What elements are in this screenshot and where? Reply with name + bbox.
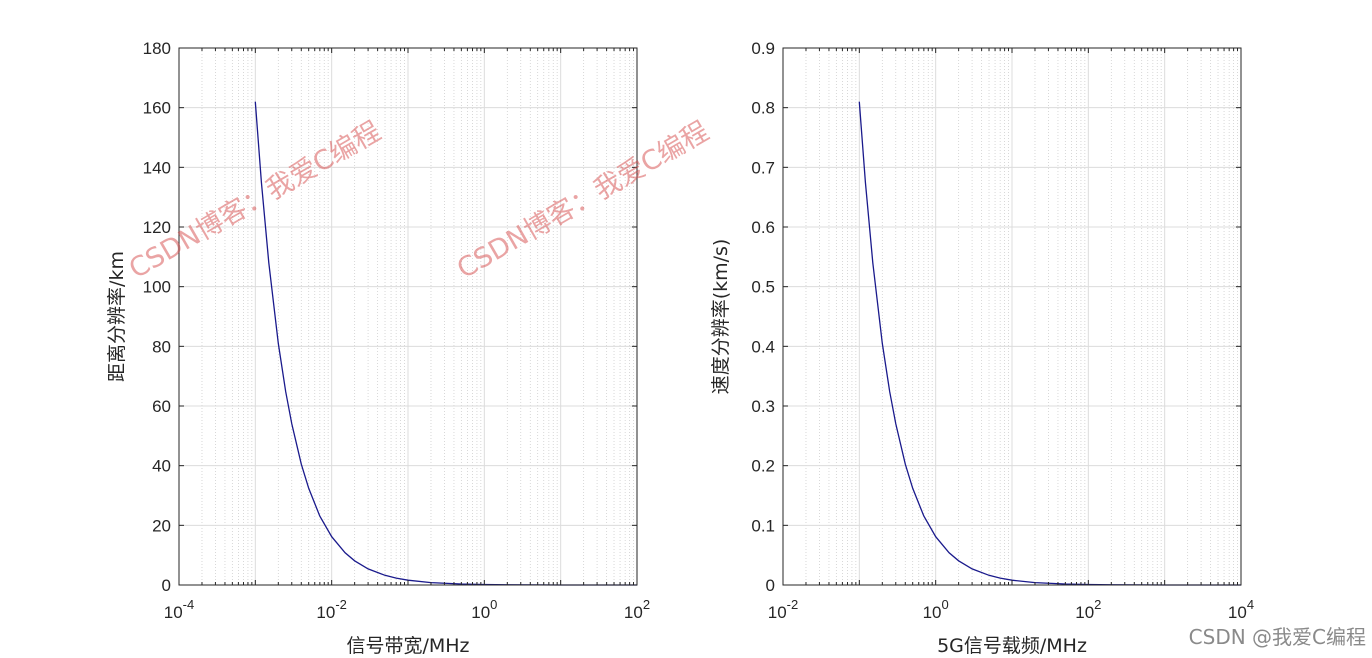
chart-1-y-tick-label: 0.1 <box>751 516 775 535</box>
chart-1-x-tick-label: 10-2 <box>768 597 798 622</box>
left-chart-range-resolution: 0 20 40 60 80 100 120 140 160 180 10-4 10-2 100 102 信号… <box>106 39 650 657</box>
chart-1-y-tick-label: 0.6 <box>751 218 775 237</box>
chart-0-y-tick-label: 140 <box>143 158 171 177</box>
chart-0-x-tick-label: 100 <box>471 597 497 622</box>
chart-1-x-tick-label: 104 <box>1228 597 1254 622</box>
chart-1-x-axis-label: 5G信号载频/MHz <box>937 635 1087 657</box>
chart-1-y-tick-label: 0.9 <box>751 39 775 58</box>
chart-0-y-tick-label: 60 <box>152 397 171 416</box>
chart-0-x-tick-label: 10-2 <box>316 597 346 622</box>
right-chart-velocity-resolution: 0 0.1 0.2 0.3 0.4 0.5 0.6 0.7 0.8 0.9 10-2 100 102 10… <box>710 39 1254 657</box>
chart-1-y-tick-label: 0.2 <box>751 457 775 476</box>
chart-0-y-tick-label: 160 <box>143 99 171 118</box>
chart-1-y-tick-label: 0.7 <box>751 158 775 177</box>
chart-1-x-tick-label: 102 <box>1075 597 1101 622</box>
chart-0-y-tick-label: 20 <box>152 516 171 535</box>
chart-1-y-tick-label: 0.5 <box>751 278 775 297</box>
chart-0-y-tick-label: 100 <box>143 278 171 297</box>
chart-0-y-tick-label: 120 <box>143 218 171 237</box>
chart-1-x-tick-label: 100 <box>923 597 949 622</box>
chart-1-y-tick-label: 0.3 <box>751 397 775 416</box>
chart-0-x-tick-label: 10-4 <box>164 597 194 622</box>
chart-1-y-axis-label: 速度分辨率(km/s) <box>710 239 732 395</box>
chart-1-y-tick-label: 0 <box>766 576 775 595</box>
chart-0-y-tick-label: 80 <box>152 337 171 356</box>
credit-text: CSDN @我爱C编程 <box>1188 625 1366 649</box>
chart-1-y-tick-label: 0.8 <box>751 99 775 118</box>
chart-0-y-tick-label: 180 <box>143 39 171 58</box>
chart-0-y-axis-label: 距离分辨率/km <box>106 251 128 382</box>
chart-0-x-tick-label: 102 <box>624 597 650 622</box>
chart-0-x-axis-label: 信号带宽/MHz <box>346 635 469 657</box>
chart-0-y-tick-label: 40 <box>152 457 171 476</box>
chart-0-y-tick-label: 0 <box>162 576 171 595</box>
chart-1-y-tick-label: 0.4 <box>751 337 775 356</box>
